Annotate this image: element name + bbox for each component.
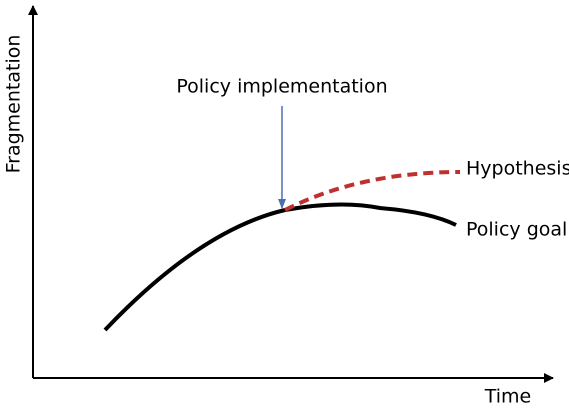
curve-label: Hypothesis <box>466 158 569 180</box>
y-axis-label: Fragmentation <box>3 35 25 174</box>
curve-label: Policy goal <box>466 219 567 241</box>
annotation: Policy implementation <box>176 76 387 98</box>
x-axis-label: Time <box>484 386 532 408</box>
policy-goal-curve <box>103 202 457 332</box>
hypothesis-curve <box>284 170 461 212</box>
